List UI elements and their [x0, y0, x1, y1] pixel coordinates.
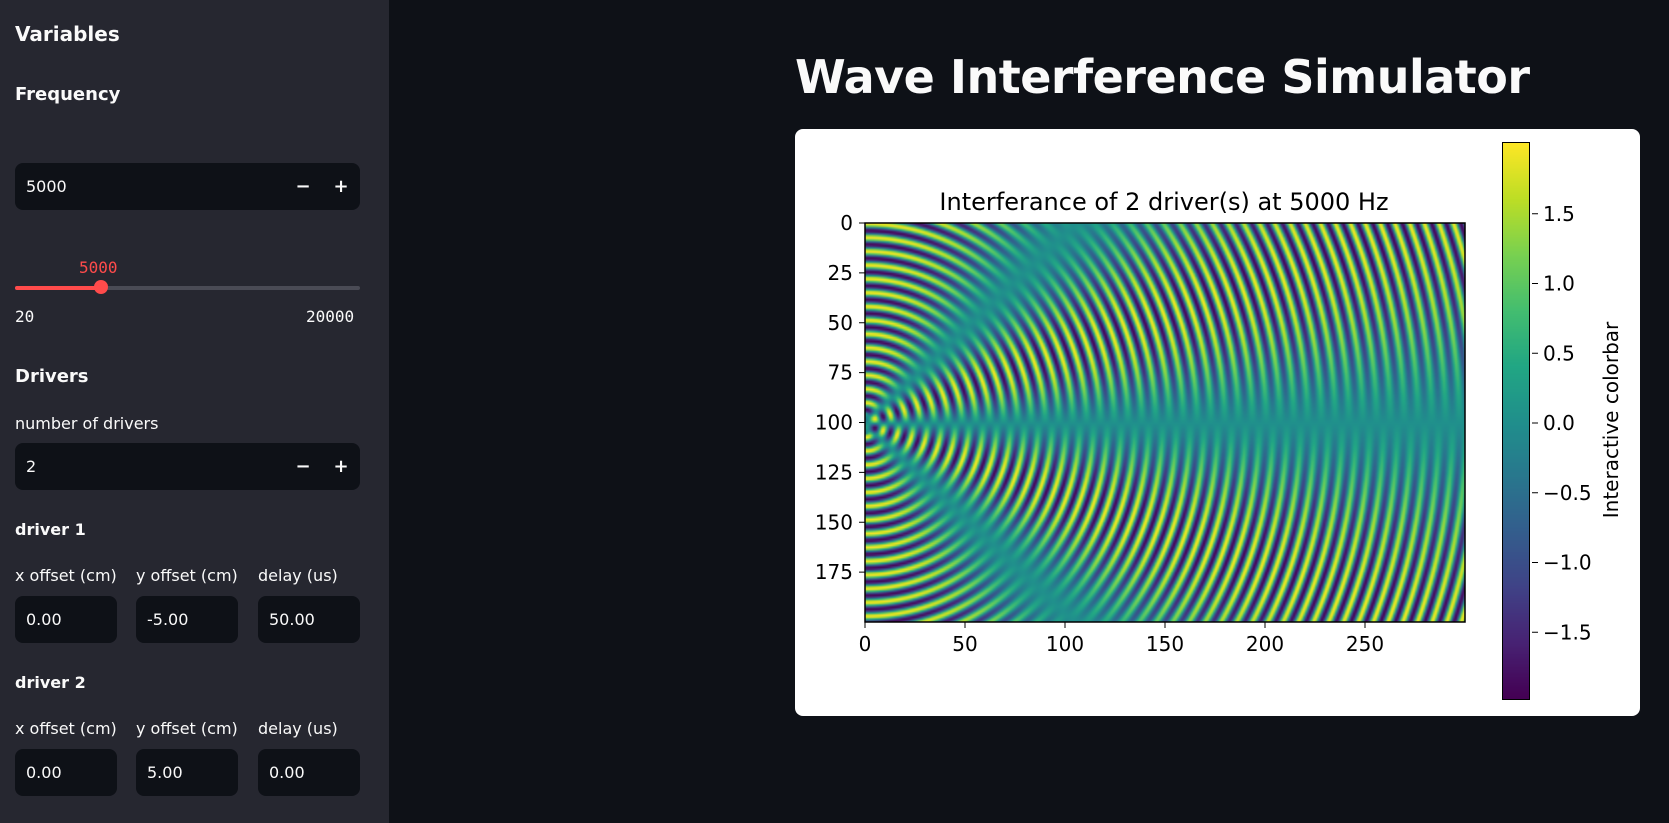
x-tick-label: 50 — [952, 632, 977, 656]
x-tick-label: 200 — [1246, 632, 1284, 656]
driver-1-x-input[interactable]: 0.00 — [15, 596, 117, 643]
driver-2-y-label: y offset (cm) — [136, 719, 238, 738]
frequency-slider[interactable] — [15, 280, 360, 294]
number-of-drivers-value[interactable]: 2 — [26, 457, 37, 476]
driver-2-x-label: x offset (cm) — [15, 719, 117, 738]
y-tick-label: 25 — [828, 261, 853, 285]
y-tick-label: 175 — [815, 560, 853, 584]
drivers-heading: Drivers — [15, 366, 89, 387]
drivers-increment-button[interactable]: + — [333, 456, 349, 477]
sidebar: Variables Frequency 5000 − + 5000 20 200… — [0, 0, 389, 823]
driver-1-delay-label: delay (us) — [258, 566, 338, 585]
x-axis: 0 50 100 150 200 250 — [859, 622, 1384, 656]
colorbar-axis: 1.5 1.0 0.5 0.0 −0.5 −1.0 −1.5 — [1532, 202, 1592, 644]
colorbar-tick-label: 0.0 — [1543, 411, 1575, 435]
driver-2-delay-label: delay (us) — [258, 719, 338, 738]
y-tick-label: 150 — [815, 510, 853, 534]
driver-1-delay-input[interactable]: 50.00 — [258, 596, 360, 643]
figure-card: Interferance of 2 driver(s) at 5000 Hz 0… — [795, 129, 1640, 716]
number-of-drivers-input[interactable]: 2 − + — [15, 443, 360, 490]
y-tick-label: 100 — [815, 411, 853, 435]
colorbar-tick-label: 1.0 — [1543, 272, 1575, 296]
page-title: Wave Interference Simulator — [795, 50, 1530, 104]
frequency-heading: Frequency — [15, 84, 121, 105]
y-tick-label: 75 — [828, 361, 853, 385]
driver-2-y-input[interactable]: 5.00 — [136, 749, 238, 796]
colorbar-label: Interactive colorbar — [1599, 321, 1623, 518]
driver-2-delay-input[interactable]: 0.00 — [258, 749, 360, 796]
colorbar — [1502, 142, 1530, 700]
x-tick-label: 100 — [1046, 632, 1084, 656]
frequency-input-value[interactable]: 5000 — [26, 177, 67, 196]
frequency-slider-max: 20000 — [306, 307, 355, 326]
frequency-slider-min: 20 — [15, 307, 35, 326]
x-tick-label: 150 — [1146, 632, 1184, 656]
colorbar-tick-label: −1.0 — [1543, 551, 1592, 575]
frequency-slider-thumb[interactable] — [93, 280, 108, 294]
number-of-drivers-label: number of drivers — [15, 414, 159, 433]
y-tick-label: 125 — [815, 460, 853, 484]
driver-1-y-label: y offset (cm) — [136, 566, 238, 585]
driver-2-heading: driver 2 — [15, 673, 86, 692]
y-tick-label: 0 — [840, 211, 853, 235]
y-axis: 0 25 50 75 100 125 150 175 — [815, 211, 865, 584]
frequency-slider-fill — [15, 286, 101, 290]
driver-2-x-input[interactable]: 0.00 — [15, 749, 117, 796]
colorbar-tick-label: 0.5 — [1543, 341, 1575, 365]
driver-1-heading: driver 1 — [15, 520, 86, 539]
colorbar-tick-label: −0.5 — [1543, 481, 1592, 505]
x-tick-label: 250 — [1346, 632, 1384, 656]
frequency-slider-value: 5000 — [79, 258, 118, 277]
colorbar-area — [1502, 142, 1530, 700]
colorbar-tick-label: −1.5 — [1543, 620, 1592, 644]
colorbar-tick-label: 1.5 — [1543, 202, 1575, 226]
x-tick-label: 0 — [859, 632, 872, 656]
y-tick-label: 50 — [828, 311, 853, 335]
frequency-input[interactable]: 5000 − + — [15, 163, 360, 210]
chart-title: Interferance of 2 driver(s) at 5000 Hz — [939, 188, 1388, 216]
heatmap-canvas — [865, 223, 1465, 622]
drivers-decrement-button[interactable]: − — [295, 456, 311, 477]
heatmap-area — [865, 223, 1465, 622]
driver-1-y-input[interactable]: -5.00 — [136, 596, 238, 643]
frequency-increment-button[interactable]: + — [333, 176, 349, 197]
sidebar-title: Variables — [15, 22, 120, 46]
driver-1-x-label: x offset (cm) — [15, 566, 117, 585]
interference-chart: Interferance of 2 driver(s) at 5000 Hz 0… — [815, 142, 1623, 700]
frequency-decrement-button[interactable]: − — [295, 176, 311, 197]
